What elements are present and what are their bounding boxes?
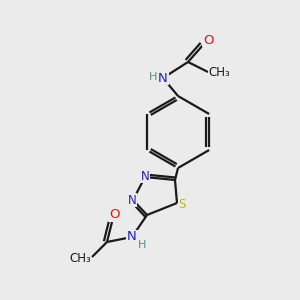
Text: N: N [158, 71, 168, 85]
Text: S: S [178, 197, 186, 211]
Text: N: N [141, 169, 149, 182]
Text: O: O [109, 208, 119, 221]
Text: H: H [138, 240, 146, 250]
Text: N: N [127, 230, 137, 244]
Text: CH₃: CH₃ [69, 253, 91, 266]
Text: CH₃: CH₃ [208, 65, 230, 79]
Text: N: N [128, 194, 136, 206]
Text: H: H [149, 72, 157, 82]
Text: O: O [203, 34, 213, 46]
